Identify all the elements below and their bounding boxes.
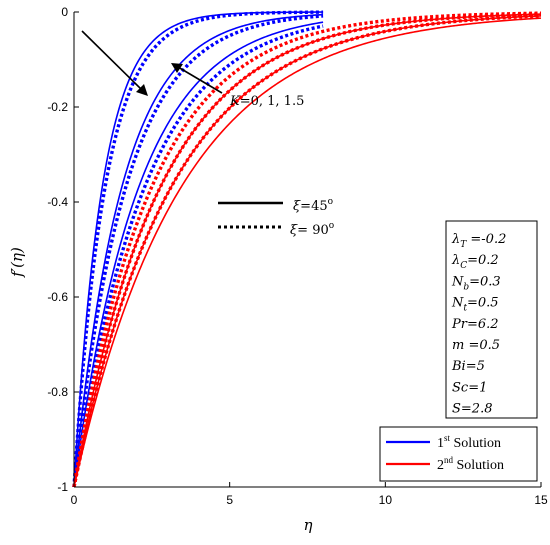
series-line-first-k1-dotted bbox=[72, 14, 324, 488]
legend-label: 1st Solution bbox=[437, 433, 501, 451]
y-tick-label: -1 bbox=[57, 480, 68, 494]
parameter-text: λC=0.2 bbox=[451, 253, 499, 271]
x-tick-label: 0 bbox=[71, 493, 78, 507]
x-tick-label: 5 bbox=[226, 493, 233, 507]
series-line-second-k1-dotted bbox=[72, 12, 542, 488]
parameter-text: Nb=0.3 bbox=[451, 274, 501, 292]
series-line-second-k0-dotted bbox=[72, 11, 542, 488]
y-tick-label: -0.2 bbox=[47, 100, 68, 114]
y-tick-label: -0.8 bbox=[47, 385, 68, 399]
legend-box bbox=[379, 426, 538, 482]
xi-legend-solid-label: ξ=45o bbox=[293, 197, 333, 214]
parameter-text: Pr=6.2 bbox=[451, 317, 499, 332]
parameters-list: λT =-0.2 λC=0.2 Nb=0.3 Nt=0.5 Pr=6.2 m =0.5 B… bbox=[451, 232, 506, 417]
x-tick-label: 15 bbox=[534, 493, 548, 507]
series-line-first-k0-solid bbox=[73, 11, 324, 488]
series-line-first-k0-dotted bbox=[72, 10, 324, 488]
y-axis-label: f′(η) bbox=[8, 247, 26, 278]
series-line-second-k1_5-solid bbox=[73, 17, 542, 488]
legend-label: 2nd Solution bbox=[437, 455, 504, 473]
series-line-first-k1_5-dotted bbox=[72, 24, 324, 488]
annotation-arrow-2nd bbox=[177, 66, 223, 94]
legend-entries: 1st Solution 2nd Solution bbox=[386, 433, 504, 473]
y-tick-label: -0.4 bbox=[47, 195, 68, 209]
series-line-first-k1_5-solid bbox=[73, 21, 324, 488]
parameter-text: Bi=5 bbox=[451, 359, 485, 374]
k-annotation: K=0, 1, 1.5 bbox=[229, 94, 304, 109]
parameter-text: m =0.5 bbox=[452, 338, 500, 353]
tick-layer: 0 5 10 15 0 -0.2 -0.4 -0.6 -0.8 -1 bbox=[47, 5, 548, 507]
xi-legend-dotted-label: ξ= 90o bbox=[290, 221, 334, 238]
x-axis-label: η bbox=[304, 516, 313, 534]
annotation-arrowhead-1st bbox=[136, 84, 148, 96]
y-tick-label: -0.6 bbox=[47, 290, 68, 304]
annotation-arrow-1st bbox=[81, 30, 143, 91]
curves-layer bbox=[72, 10, 542, 488]
parameter-text: λT =-0.2 bbox=[451, 232, 506, 250]
parameter-text: S=2.8 bbox=[452, 402, 492, 417]
x-tick-label: 10 bbox=[379, 493, 393, 507]
series-line-second-k1-solid bbox=[73, 15, 542, 488]
parameter-text: Sc=1 bbox=[452, 380, 487, 395]
parameters-box bbox=[445, 220, 538, 419]
y-tick-label: 0 bbox=[61, 5, 68, 19]
series-line-first-k1-solid bbox=[73, 13, 324, 488]
parameter-text: Nt=0.5 bbox=[451, 296, 499, 314]
annotation-arrowhead-2nd bbox=[171, 63, 183, 73]
